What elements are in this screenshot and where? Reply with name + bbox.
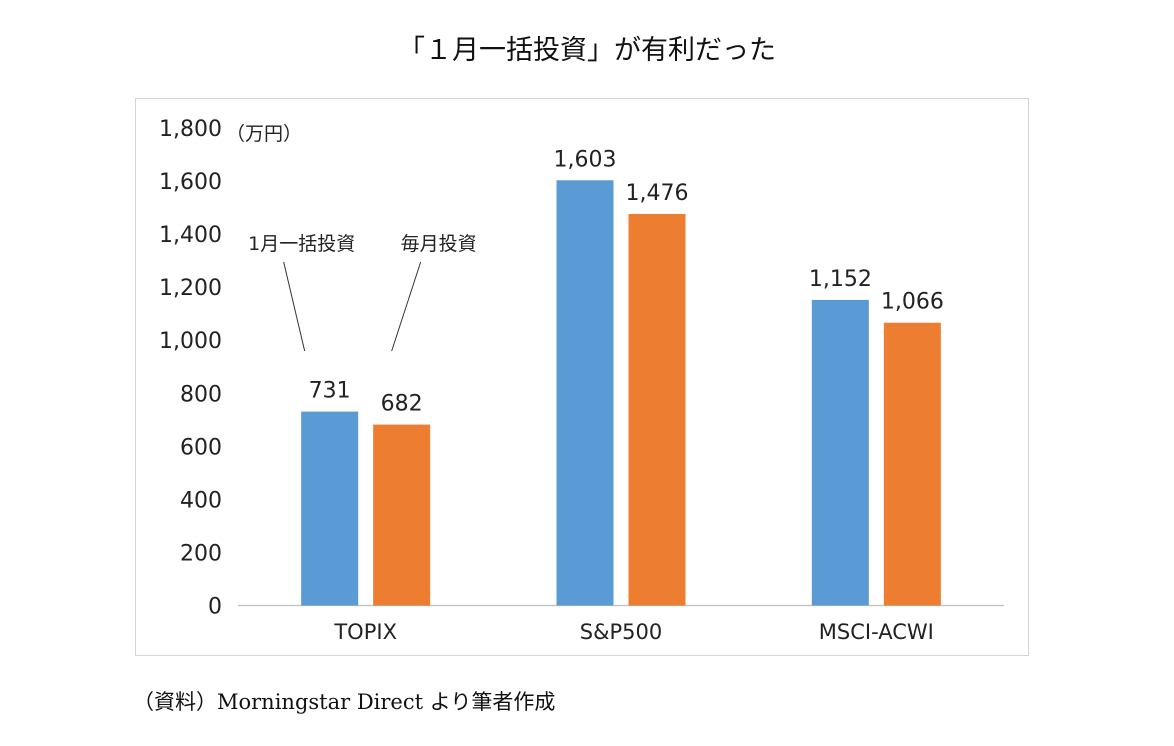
series-callout-label: 1月一括投資 [248, 233, 355, 255]
bar [556, 180, 614, 606]
bar [811, 299, 869, 606]
y-tick-label: 1,400 [159, 223, 222, 248]
series-callout-label: 毎月投資 [401, 233, 477, 255]
y-tick-label: 800 [180, 382, 222, 407]
callout-leader-line [283, 261, 306, 352]
bar [883, 322, 941, 606]
category-label: S&P500 [580, 620, 662, 644]
bar-value-label: 1,603 [554, 147, 617, 172]
y-tick-label: 0 [208, 595, 222, 620]
bar-value-label: 682 [381, 392, 423, 417]
y-tick-label: 1,000 [159, 329, 222, 354]
y-tick-label: 1,200 [159, 276, 222, 301]
y-tick-label: 600 [180, 435, 222, 460]
chart-frame [135, 98, 1029, 656]
category-label: TOPIX [333, 620, 397, 644]
bar-value-label: 1,152 [809, 267, 872, 292]
bar-value-label: 1,476 [626, 181, 689, 206]
bar [628, 213, 686, 606]
bar-value-label: 731 [309, 379, 351, 404]
bar [301, 411, 359, 606]
y-tick-label: 1,600 [159, 170, 222, 195]
y-tick-label: 1,800 [159, 117, 222, 142]
bar-value-label: 1,066 [881, 290, 944, 315]
y-tick-label: 400 [180, 488, 222, 513]
category-label: MSCI-ACWI [819, 620, 934, 644]
callout-leader-line [391, 261, 422, 352]
source-note: （資料）Morningstar Direct より筆者作成 [133, 690, 556, 714]
unit-label: （万円） [226, 123, 302, 145]
bar [373, 424, 431, 606]
y-tick-label: 200 [180, 541, 222, 566]
chart-title: 「１月一括投資」が有利だった [398, 35, 776, 66]
